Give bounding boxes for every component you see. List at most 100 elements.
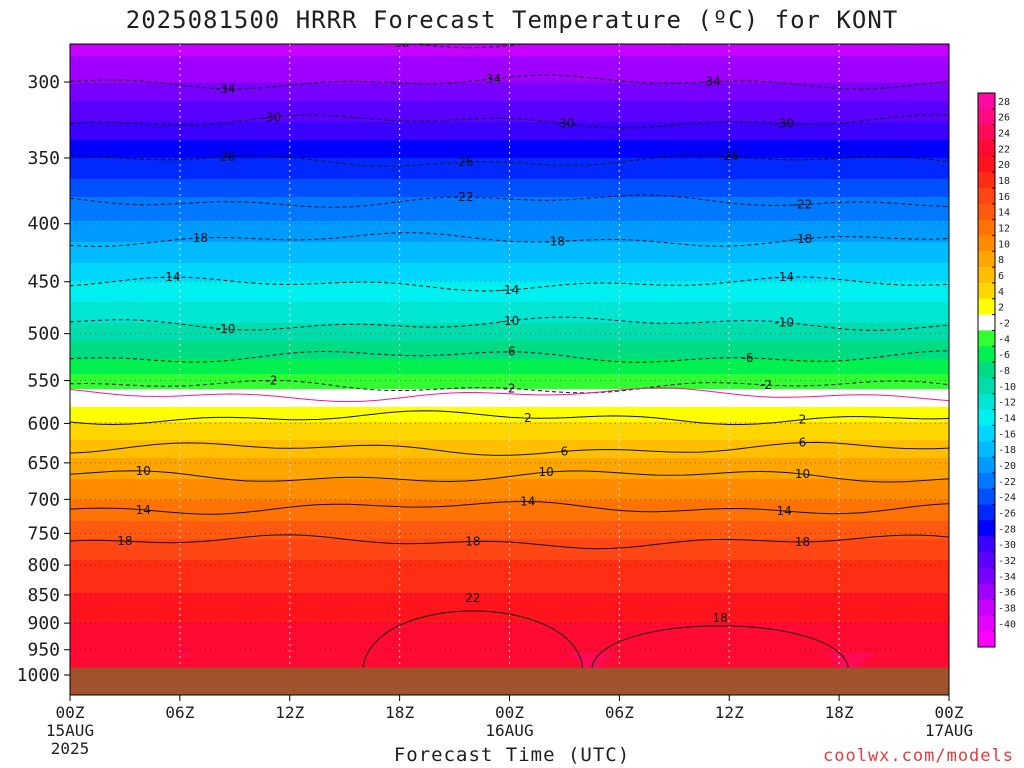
temperature-band	[70, 539, 949, 543]
colorbar-label: -12	[998, 398, 1016, 409]
y-tick-label: 250	[27, 0, 60, 3]
temperature-band	[70, 95, 949, 99]
contour-label: -38	[143, 27, 163, 41]
temperature-band	[70, 233, 949, 237]
contour-label: 10	[538, 465, 553, 479]
colorbar-swatch	[978, 441, 995, 458]
temperature-band	[70, 341, 949, 345]
contour-label: -34	[216, 82, 236, 96]
temperature-band	[70, 455, 949, 459]
temperature-band	[70, 521, 949, 525]
temperature-band	[70, 467, 949, 471]
y-tick-label: 300	[27, 72, 60, 93]
temperature-band	[70, 431, 949, 435]
colorbar-label: -20	[998, 461, 1016, 472]
temperature-band	[70, 173, 949, 177]
colorbar-label: 4	[998, 287, 1004, 298]
temperature-band	[70, 137, 949, 141]
contour-label: -30	[262, 110, 282, 124]
contour-label: -2	[504, 381, 516, 395]
colorbar-label: 26	[998, 113, 1010, 124]
colorbar-label: -32	[998, 556, 1016, 567]
contour-label: -18	[188, 231, 208, 245]
colorbar-label: -26	[998, 508, 1016, 519]
warm-surface-area	[601, 630, 840, 668]
contour-label: 14	[520, 494, 535, 508]
colorbar-label: -16	[998, 429, 1016, 440]
colorbar-swatch	[978, 583, 995, 600]
colorbar-swatch	[978, 615, 995, 632]
colorbar-label: 10	[998, 239, 1010, 250]
temperature-band	[70, 215, 949, 219]
grid-lines	[70, 44, 949, 695]
temperature-band	[70, 305, 949, 309]
chart-title: 2025081500 HRRR Forecast Temperature (ºC…	[125, 6, 899, 34]
y-tick-label: 450	[27, 272, 60, 293]
colorbar-swatch	[978, 472, 995, 490]
temperature-band	[70, 365, 949, 369]
colorbar-swatch	[978, 536, 995, 553]
x-tick-label: 00Z	[495, 703, 524, 722]
temperature-band	[70, 503, 949, 507]
contour-label: -14	[161, 270, 181, 284]
temperature-band	[70, 353, 949, 357]
temperature-band	[70, 113, 949, 117]
contour-label: -42	[143, 0, 163, 3]
temperature-band	[70, 347, 949, 351]
colorbar-label: -24	[998, 493, 1016, 504]
contour-label: 18	[795, 535, 810, 549]
colorbar-label: -2	[998, 319, 1010, 330]
temperature-band	[70, 77, 949, 81]
ground-layer	[70, 667, 949, 695]
contour-label: 22	[465, 591, 480, 605]
temperature-band	[70, 191, 949, 195]
closed-contour	[591, 625, 849, 668]
temperature-band	[70, 53, 949, 57]
temperature-band	[70, 119, 949, 123]
colorbar-swatch	[978, 393, 995, 410]
colorbar-label: 24	[998, 129, 1010, 140]
contour-label: -26	[454, 155, 474, 169]
temperature-band	[70, 377, 949, 381]
colorbar-swatch	[978, 93, 995, 110]
temperature-band	[70, 131, 949, 135]
temperature-band	[70, 599, 949, 603]
contour-label: 6	[799, 436, 807, 450]
contour-label: -34	[481, 72, 501, 86]
colorbar-swatch	[978, 108, 995, 126]
y-tick-label: 350	[27, 148, 60, 169]
temperature-band	[70, 101, 949, 105]
temperature-band	[70, 245, 949, 249]
contour-label: -2	[265, 373, 277, 387]
temperature-band	[70, 587, 949, 591]
x-tick-label: 18Z	[825, 703, 854, 722]
x-tick-label: 18Z	[385, 703, 414, 722]
contour-label: 18	[465, 534, 480, 548]
y-tick-label: 700	[27, 489, 60, 510]
temperature-band	[70, 497, 949, 501]
temperature-band	[70, 425, 949, 429]
colorbar-label: -30	[998, 540, 1016, 551]
temperature-band	[70, 257, 949, 261]
temperature-band	[70, 437, 949, 441]
temperature-band	[70, 221, 949, 225]
colorbar-label: -38	[998, 603, 1016, 614]
temperature-band	[70, 239, 949, 243]
temperature-band	[70, 329, 949, 333]
source-credit: coolwx.com/models	[823, 746, 1014, 766]
contour-label: -42	[774, 0, 794, 2]
colorbar-swatch	[978, 504, 995, 521]
colorbar-label: -10	[998, 382, 1016, 393]
colorbar-swatch	[978, 267, 995, 284]
colorbar-legend: 28 26 24 22 20 18 16 14 12 10 8 6 4 2 -2 -4 -6 -8 -10 -12 -1…	[977, 92, 1016, 648]
temperature-band	[70, 179, 949, 183]
temperature-band	[70, 401, 949, 405]
colorbar-swatch	[978, 346, 995, 363]
contour-line	[70, 470, 949, 483]
colorbar-swatch	[978, 156, 995, 173]
temperature-band	[70, 287, 949, 291]
temperature-band	[70, 65, 949, 69]
temperature-band	[70, 251, 949, 255]
temperature-band	[70, 383, 949, 387]
